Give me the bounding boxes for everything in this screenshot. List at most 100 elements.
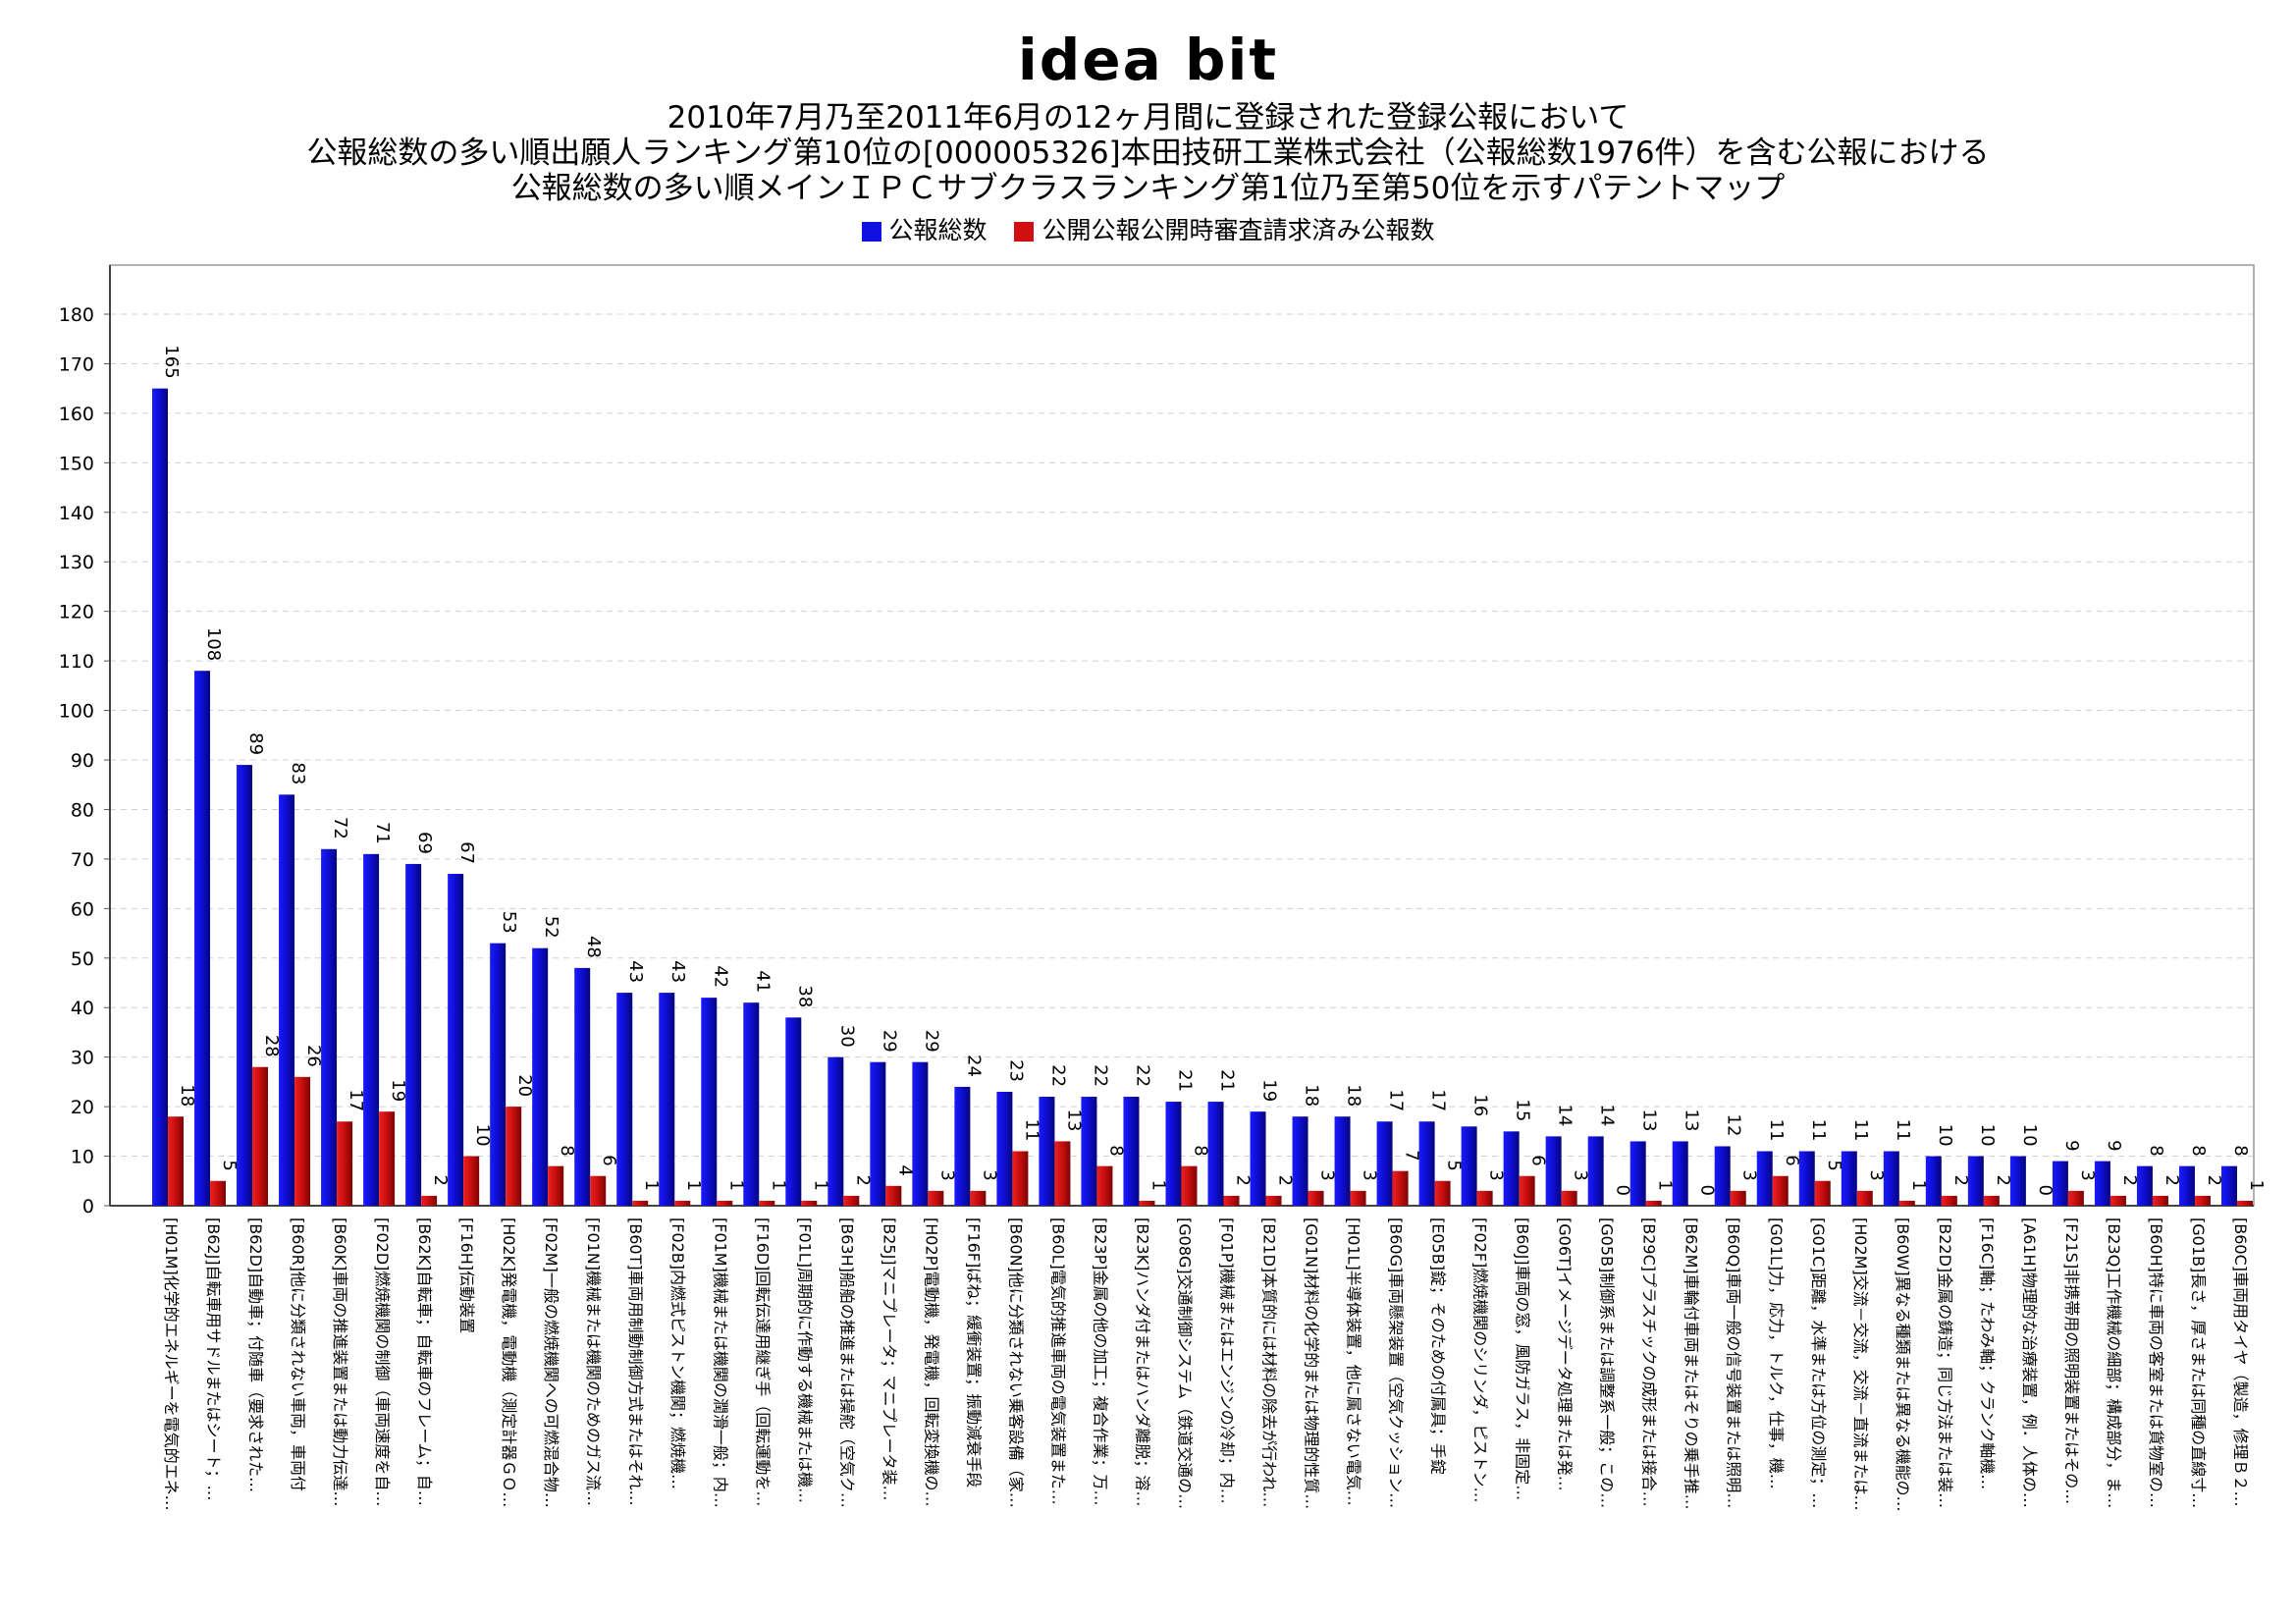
bar-total xyxy=(828,1056,844,1206)
bar-total xyxy=(237,765,253,1206)
bar-exam xyxy=(632,1200,649,1206)
data-label-exam: 3 xyxy=(2077,1169,2098,1180)
bar-exam xyxy=(590,1175,607,1206)
data-label-total: 8 xyxy=(2188,1145,2209,1156)
x-category-label: [B60C]車両用タイヤ（製造，修理Ｂ２… xyxy=(2231,1217,2250,1507)
bar-exam xyxy=(1392,1170,1409,1206)
data-label-total: 22 xyxy=(1047,1064,1068,1087)
data-label-total: 10 xyxy=(2019,1124,2040,1147)
data-label-total: 165 xyxy=(161,345,182,378)
bar-total xyxy=(1798,1151,1815,1206)
x-category-label: [B23K]ハンダ付またはハンダ離脱；溶… xyxy=(1133,1217,1151,1506)
bar-exam xyxy=(801,1200,818,1206)
data-label-exam: 2 xyxy=(2162,1174,2182,1185)
x-category-label: [B60R]他に分類されない車両，車両付 xyxy=(289,1217,307,1491)
data-label-exam: 28 xyxy=(261,1035,282,1057)
chart-title-line-1: 2010年7月乃至2011年6月の12ヶ月間に登録された登録公報において xyxy=(667,100,1629,135)
x-category-label: [G05B]制御系または調整系一般；この… xyxy=(1598,1217,1617,1508)
bar-exam xyxy=(1561,1190,1577,1206)
y-tick-label: 160 xyxy=(59,404,94,425)
data-label-exam: 2 xyxy=(2119,1174,2140,1185)
bar-total xyxy=(1250,1111,1266,1206)
data-label-exam: 4 xyxy=(894,1164,915,1175)
x-category-label: [F16C]軸；たわみ軸；クランク軸機… xyxy=(1978,1217,1997,1489)
x-category-label: [B22D]金属の鋳造；同じ方法または装… xyxy=(1936,1217,1954,1508)
data-label-exam: 3 xyxy=(979,1169,999,1180)
chart-title-line-2: 公報総数の多い順出願人ランキング第10位の[000005326]本田技研工業株式… xyxy=(306,135,1990,171)
bar-exam xyxy=(379,1111,396,1206)
data-label-exam: 0 xyxy=(1613,1185,1633,1196)
x-category-label: [F02F]燃焼機関のシリンダ，ピストン… xyxy=(1471,1217,1490,1502)
x-category-label: [G01N]材料の化学的または物理的性質… xyxy=(1303,1217,1321,1509)
x-category-label: [F02B]内燃式ピストン機関；燃焼機… xyxy=(668,1217,687,1489)
bar-total xyxy=(743,1002,760,1206)
y-tick-label: 130 xyxy=(59,552,94,573)
y-tick-label: 70 xyxy=(71,849,94,871)
data-label-total: 38 xyxy=(794,985,815,1007)
bar-exam xyxy=(1856,1190,1873,1206)
logo: idea bit xyxy=(1017,27,1279,93)
bar-total xyxy=(1334,1116,1351,1206)
y-tick-label: 60 xyxy=(71,898,94,920)
x-category-label: [H02P]電動機，発電機，回転変換機の… xyxy=(922,1217,940,1507)
data-label-exam: 2 xyxy=(1275,1174,1296,1185)
data-label-exam: 13 xyxy=(1063,1109,1084,1132)
bar-exam xyxy=(1012,1151,1029,1206)
x-category-label: [B62K]自転車；自転車のフレーム；自… xyxy=(415,1217,434,1506)
bar-exam xyxy=(337,1121,353,1206)
bar-exam xyxy=(1054,1141,1071,1206)
bar-exam xyxy=(1265,1195,1282,1206)
bar-total xyxy=(1376,1121,1393,1206)
data-label-exam: 3 xyxy=(936,1169,957,1180)
bar-total xyxy=(279,794,295,1206)
bar-total xyxy=(1587,1136,1604,1206)
data-label-exam: 3 xyxy=(1739,1169,1760,1180)
y-tick-label: 180 xyxy=(59,304,94,326)
x-category-label: [H01L]半導体装置，他に属さない電気… xyxy=(1345,1217,1363,1506)
x-category-label: [G01B]長さ，厚さまたは同種の直線寸… xyxy=(2189,1217,2208,1508)
bar-total xyxy=(996,1091,1013,1206)
x-category-label: [B63H]船舶の推進または操舵（空気ク… xyxy=(837,1217,856,1508)
data-label-exam: 20 xyxy=(514,1074,535,1097)
data-label-total: 9 xyxy=(2061,1140,2082,1151)
data-label-total: 43 xyxy=(625,960,646,983)
bar-total xyxy=(1081,1097,1097,1206)
x-category-label: [B60Q]車両一般の信号装置または照明… xyxy=(1725,1217,1743,1508)
y-tick-label: 140 xyxy=(59,503,94,524)
data-label-exam: 11 xyxy=(1021,1119,1041,1142)
data-label-exam: 6 xyxy=(1782,1155,1802,1165)
bar-exam xyxy=(1730,1190,1746,1206)
data-label-exam: 17 xyxy=(346,1089,366,1111)
bar-exam xyxy=(970,1190,987,1206)
bar-total xyxy=(1925,1156,1942,1206)
data-label-exam: 1 xyxy=(810,1180,830,1191)
bar-exam xyxy=(168,1116,184,1206)
data-label-total: 53 xyxy=(499,911,519,934)
bar-total xyxy=(2094,1161,2110,1206)
bar-total xyxy=(659,993,675,1206)
bar-total xyxy=(405,863,422,1206)
data-label-total: 11 xyxy=(1766,1119,1787,1142)
bar-exam xyxy=(294,1076,311,1206)
data-label-exam: 2 xyxy=(1950,1174,1971,1185)
data-label-exam: 1 xyxy=(2246,1180,2267,1191)
bar-exam xyxy=(1096,1165,1113,1206)
y-tick-label: 10 xyxy=(71,1147,94,1168)
data-label-total: 11 xyxy=(1850,1119,1871,1142)
x-category-label: [E05B]錠；そのための付属具；手錠 xyxy=(1429,1217,1448,1475)
x-category-label: [B62J]自転車用サドルまたはシート；… xyxy=(204,1217,223,1501)
x-category-label: [H02M]交流－交流，交流－直流または… xyxy=(1851,1217,1870,1511)
bar-total xyxy=(1039,1097,1055,1206)
bar-total xyxy=(785,1017,802,1206)
bar-exam xyxy=(1519,1175,1535,1206)
plot-frame xyxy=(109,264,2255,1207)
data-label-total: 17 xyxy=(1386,1089,1407,1111)
y-tick-label: 100 xyxy=(59,701,94,723)
bar-exam xyxy=(1814,1180,1831,1206)
y-tick-label: 90 xyxy=(71,750,94,772)
bar-exam xyxy=(843,1195,860,1206)
legend-item-exam: 公開公報公開時審査請求済み公報数 xyxy=(1014,216,1434,245)
bar-exam xyxy=(2109,1195,2126,1206)
x-category-label: [B60W]異なる種類または異なる機能の… xyxy=(1894,1217,1912,1512)
bar-exam xyxy=(928,1190,944,1206)
